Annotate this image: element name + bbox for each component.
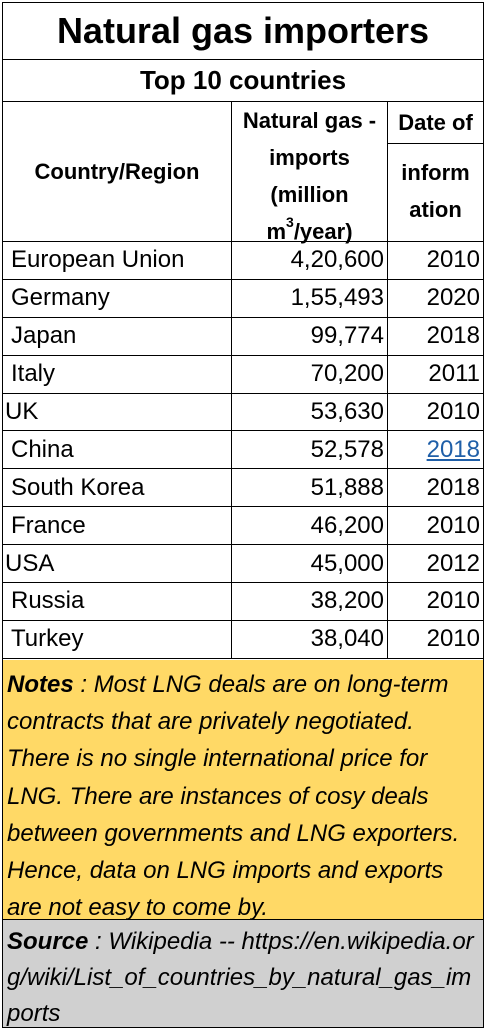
- column-header-country: Country/Region: [3, 102, 232, 242]
- table-row: South Korea 51,888 2018: [3, 469, 483, 508]
- unit-exponent: 3: [286, 214, 294, 230]
- cell-country: Italy: [3, 355, 232, 393]
- cell-date: 2010: [426, 625, 480, 653]
- table-row: China 52,578 2018: [3, 431, 483, 470]
- cell-date: 2010: [426, 587, 480, 615]
- table-body: European Union 4,20,600 2010 Germany 1,55,49…: [3, 242, 483, 659]
- date-header-line-1: Date of: [388, 102, 483, 144]
- source-box: Source : Wikipedia -- https://en.wikiped…: [3, 920, 483, 1027]
- page-subtitle: Top 10 countries: [3, 60, 483, 102]
- unit-m: m: [266, 219, 287, 244]
- date-header-lines: inform ation: [388, 154, 483, 228]
- cell-date: 2020: [426, 284, 480, 312]
- cell-imports: 46,200: [232, 507, 388, 545]
- table-row: Italy 70,200 2011: [3, 355, 483, 394]
- cell-imports: 4,20,600: [232, 242, 388, 279]
- cell-imports: 45,000: [232, 545, 388, 583]
- cell-country: USA: [3, 545, 232, 583]
- cell-date: 2010: [426, 398, 480, 425]
- cell-country: UK: [3, 393, 232, 431]
- notes-box: Notes : Most LNG deals are on long-term …: [3, 660, 483, 922]
- cell-imports: 1,55,493: [232, 279, 388, 317]
- table-row: Germany 1,55,493 2020: [3, 279, 483, 318]
- cell-imports: 52,578: [232, 431, 388, 469]
- cell-imports: 38,200: [232, 583, 388, 620]
- imports-header-line-1: Natural gas -: [242, 108, 377, 133]
- imports-header-line-3: (million: [270, 182, 349, 207]
- cell-date: 2018: [426, 322, 480, 350]
- source-label: Source: [7, 928, 89, 955]
- cell-date-link[interactable]: 2018: [426, 435, 480, 463]
- table-row: UK 53,630 2010: [3, 393, 483, 432]
- date-header-line-3: ation: [409, 197, 462, 222]
- date-header-line-2: inform: [401, 160, 470, 185]
- cell-imports: 70,200: [232, 355, 388, 393]
- cell-date: 2010: [426, 246, 480, 274]
- cell-country: France: [3, 507, 232, 545]
- table-row: European Union 4,20,600 2010: [3, 242, 483, 280]
- column-header-imports: Natural gas - imports (million m3/year): [232, 102, 388, 244]
- table-row: Turkey 38,040 2010: [3, 620, 483, 659]
- notes-label: Notes: [7, 671, 74, 698]
- imports-header-line-4: m3/year): [232, 213, 387, 250]
- table-row: Russia 38,200 2010: [3, 583, 483, 621]
- cell-imports: 51,888: [232, 469, 388, 507]
- cell-country: Russia: [3, 583, 232, 620]
- cell-country: European Union: [3, 242, 232, 279]
- column-header-date: Date of inform ation: [388, 102, 483, 242]
- imports-header-line-2: imports: [269, 145, 350, 170]
- source-text: : Wikipedia -- https://en.wikipedia.org/…: [7, 928, 474, 1027]
- table-row: France 46,200 2010: [3, 507, 483, 546]
- table-row: Japan 99,774 2018: [3, 317, 483, 356]
- cell-date: 2018: [426, 473, 480, 501]
- cell-country: Turkey: [3, 620, 232, 658]
- cell-date: 2010: [426, 511, 480, 539]
- cell-imports: 99,774: [232, 317, 388, 355]
- cell-imports: 38,040: [232, 620, 388, 658]
- page-title: Natural gas importers: [3, 3, 483, 60]
- cell-country: South Korea: [3, 469, 232, 507]
- cell-country: Germany: [3, 279, 232, 317]
- notes-text: : Most LNG deals are on long-term contra…: [7, 671, 460, 922]
- cell-date: 2011: [428, 360, 480, 388]
- table-row: USA 45,000 2012: [3, 545, 483, 584]
- cell-country: China: [3, 431, 232, 469]
- unit-per-year: /year): [293, 219, 353, 244]
- cell-country: Japan: [3, 317, 232, 355]
- cell-imports: 53,630: [232, 393, 388, 431]
- cell-date: 2012: [426, 549, 480, 577]
